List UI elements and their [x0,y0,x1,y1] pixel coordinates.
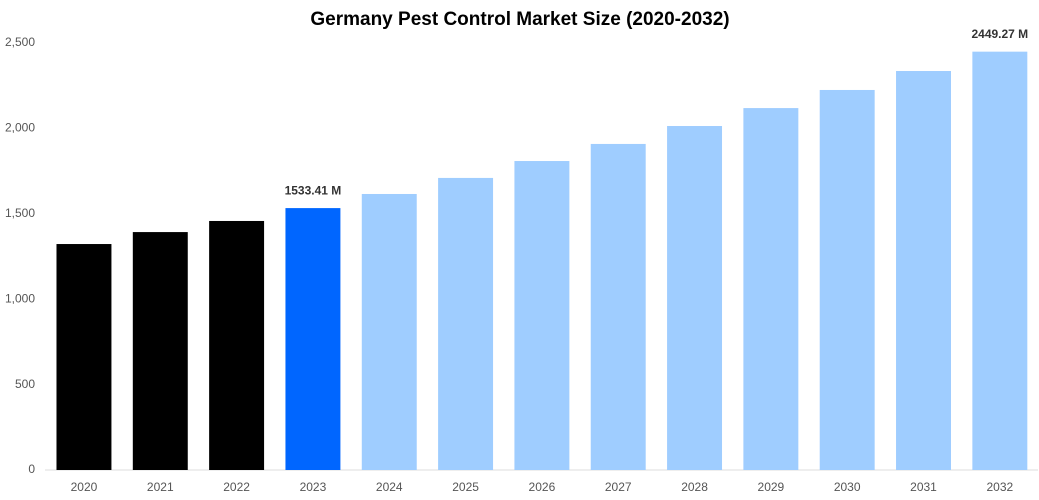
chart-title: Germany Pest Control Market Size (2020-2… [310,9,729,30]
y-tick-label: 2,500 [5,35,35,49]
x-tick-label: 2023 [300,480,327,494]
y-tick-label: 1,500 [5,206,35,220]
y-tick-label: 2,000 [5,121,35,135]
bar [361,193,417,471]
bar [972,51,1028,471]
x-tick-label: 2022 [223,480,250,494]
bar [743,108,799,470]
bar [819,89,875,470]
x-tick-label: 2032 [986,480,1013,494]
bar [590,143,646,470]
y-tick-label: 0 [28,462,35,476]
bar [438,177,494,470]
x-tick-label: 2024 [376,480,403,494]
x-tick-label: 2021 [147,480,174,494]
x-tick-label: 2025 [452,480,479,494]
value-label: 1533.41 M [285,183,342,197]
x-tick-label: 2029 [758,480,785,494]
bar [56,244,112,470]
bar [667,126,723,471]
bar [896,71,951,470]
x-tick-label: 2027 [605,480,632,494]
x-tick-label: 2026 [529,480,556,494]
x-tick-label: 2028 [681,480,708,494]
y-tick-label: 500 [15,377,35,391]
bar [514,161,570,470]
x-tick-label: 2030 [834,480,861,494]
bar [209,220,265,470]
y-tick-label: 1,000 [5,291,35,305]
x-tick-label: 2031 [910,480,937,494]
value-label: 2449.27 M [971,27,1028,41]
bar [132,232,188,470]
x-tick-label: 2020 [71,480,98,494]
bar [285,208,341,470]
